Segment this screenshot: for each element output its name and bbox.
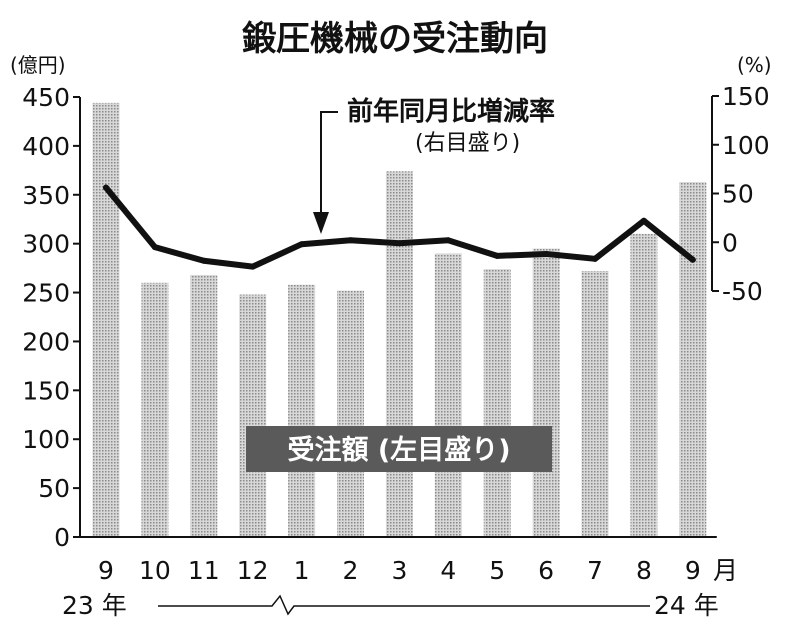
bar — [337, 290, 364, 537]
line-point — [151, 244, 158, 251]
left-axis: 0 50 100 150 200 250 300 350 400 450 — [22, 83, 81, 552]
line-point — [592, 255, 598, 262]
x-tick-label: 12 — [237, 556, 269, 585]
line-point — [494, 252, 501, 259]
x-axis-unit: 月 — [713, 556, 738, 585]
line-point — [543, 250, 550, 257]
bar — [141, 282, 169, 537]
bar — [288, 284, 316, 537]
x-tick-label: 4 — [440, 556, 456, 585]
line-series — [103, 184, 696, 270]
bar-series-label: 受注額 (左目盛り) — [246, 426, 552, 472]
left-axis-unit: (億円) — [10, 53, 66, 77]
line-series-label: 前年同月比増減率 (右目盛り) — [313, 96, 555, 234]
x-tick-label: 9 — [685, 556, 701, 585]
year-timeline — [158, 594, 650, 616]
left-tick-label: 50 — [38, 474, 70, 503]
left-tick-label: 450 — [22, 83, 70, 112]
bar — [532, 248, 560, 538]
right-tick-label: 0 — [722, 228, 738, 257]
x-tick-label: 9 — [98, 556, 114, 585]
bar — [385, 171, 413, 538]
left-tick-label: 100 — [22, 425, 70, 454]
right-tick-label: -50 — [722, 277, 763, 306]
line-point — [103, 184, 109, 191]
bar — [239, 294, 267, 537]
bar-series — [92, 102, 707, 538]
line-point — [298, 241, 305, 248]
x-tick-label: 1 — [294, 556, 310, 585]
right-tick-label: 150 — [722, 82, 770, 111]
left-tick-label: 200 — [22, 327, 70, 356]
right-tick-label: 100 — [722, 131, 770, 160]
line-point — [689, 256, 696, 263]
left-tick-label: 150 — [22, 376, 70, 405]
line-point — [445, 237, 452, 244]
left-tick-label: 0 — [54, 523, 70, 552]
x-tick-label: 6 — [538, 556, 554, 585]
bar — [679, 182, 707, 538]
x-tick-label: 7 — [587, 556, 603, 585]
bar — [581, 271, 609, 537]
x-tick-label: 2 — [343, 556, 359, 585]
line-point — [200, 257, 207, 264]
line-point — [249, 263, 256, 270]
year-end-label: 24 年 — [654, 591, 719, 620]
line-point — [640, 217, 647, 224]
right-tick-label: 50 — [722, 180, 754, 209]
x-tick-label: 10 — [139, 556, 171, 585]
line-label-subtext: (右目盛り) — [415, 131, 520, 156]
bar-label-banner — [246, 426, 552, 472]
year-start-label: 23 年 — [62, 591, 127, 620]
x-tick-label: 11 — [188, 556, 220, 585]
bar-label-text: 受注額 (左目盛り) — [287, 434, 510, 466]
x-tick-label: 5 — [489, 556, 505, 585]
right-axis-unit: (%) — [737, 53, 772, 77]
line-point — [347, 237, 354, 244]
right-axis: -50 0 50 100 150 — [711, 82, 770, 306]
bar — [630, 233, 658, 537]
left-tick-label: 300 — [22, 230, 70, 259]
line-label-arrow — [320, 111, 338, 222]
chart-title: 鍛圧機械の受注動向 — [242, 19, 548, 59]
bar — [483, 269, 511, 537]
left-tick-label: 250 — [22, 279, 70, 308]
year-row: 23 年 24 年 — [62, 591, 719, 620]
x-tick-label: 3 — [391, 556, 407, 585]
x-axis: 9 10 11 12 1 2 3 4 5 6 7 8 9 月 — [80, 536, 738, 585]
line-label-text: 前年同月比増減率 — [347, 96, 555, 127]
left-tick-label: 400 — [22, 132, 70, 161]
x-tick-label: 8 — [636, 556, 652, 585]
line-point — [396, 240, 403, 247]
line-label-arrowhead — [313, 212, 329, 234]
bar — [434, 253, 462, 537]
left-tick-label: 350 — [22, 181, 70, 210]
bar — [190, 274, 218, 537]
bar — [92, 102, 120, 537]
